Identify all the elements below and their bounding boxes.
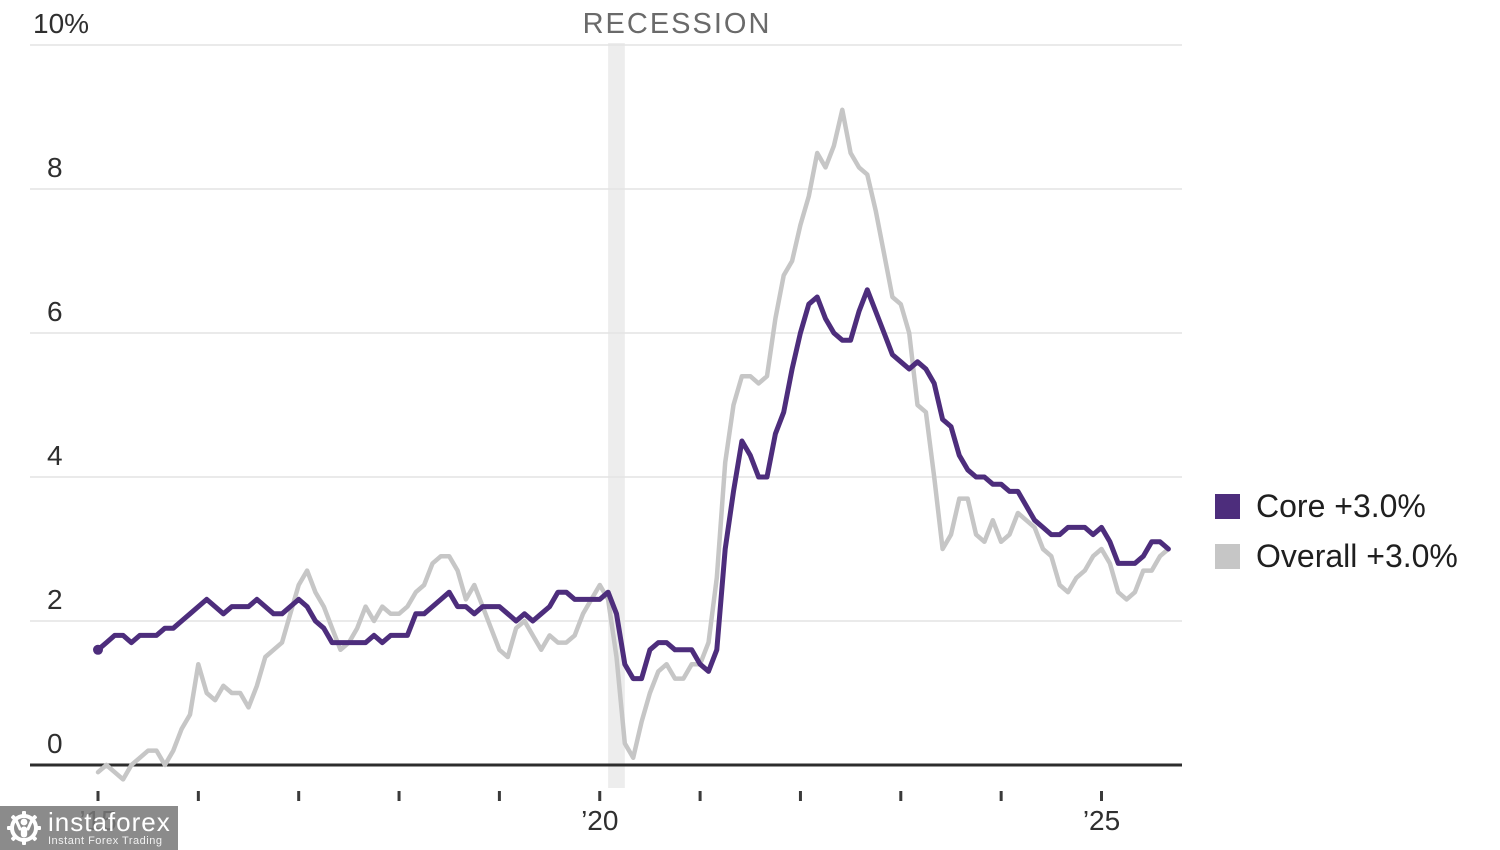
y-axis-label: 10% [33,8,90,39]
instaforex-gear-icon [7,811,41,845]
watermark-name: instaforex [48,807,171,837]
y-axis-label: 0 [47,728,63,759]
core-line [95,287,1171,682]
y-axis-label: 4 [47,440,63,471]
legend: Core +3.0% Overall +3.0% [1215,488,1458,588]
overall-line [95,107,1171,782]
y-axis-label: 2 [47,584,63,615]
legend-item-core: Core +3.0% [1215,488,1458,525]
legend-label-core: Core +3.0% [1256,488,1426,524]
overall-swatch [1215,544,1240,569]
legend-item-overall: Overall +3.0% [1215,538,1458,575]
core-swatch [1215,494,1240,519]
y-axis-label: 6 [47,296,63,327]
x-axis-ticks [96,791,1103,801]
watermark-tagline: Instant Forex Trading [48,835,163,847]
x-axis-label: ’25 [1082,805,1121,836]
instaforex-watermark: instaforex Instant Forex Trading [0,806,178,850]
recession-label: RECESSION [582,8,772,40]
x-axis-label: ’20 [581,805,619,836]
legend-label-overall: Overall +3.0% [1256,538,1458,574]
gridlines [30,44,1182,767]
watermark-text: instaforex Instant Forex Trading [48,809,171,847]
y-axis-label: 8 [47,152,63,183]
core-series-start-dot [93,644,103,655]
